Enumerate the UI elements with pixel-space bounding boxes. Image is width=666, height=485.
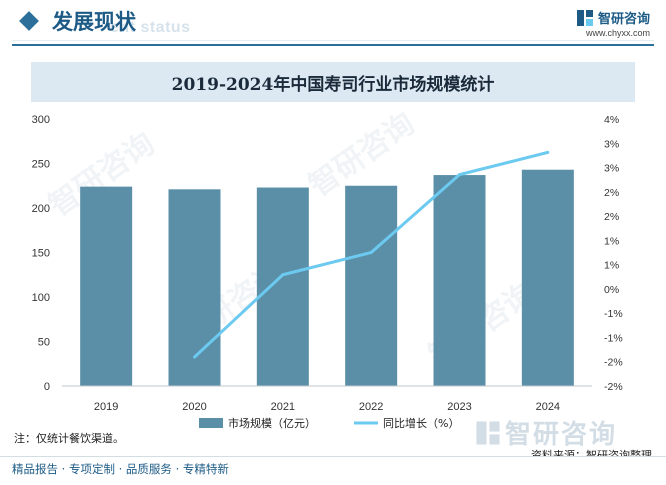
y-right-tick-label: -2% — [604, 357, 623, 369]
growth-point — [281, 273, 285, 277]
legend-label-bar: 市场规模（亿元） — [228, 416, 316, 430]
chart-title: 2019-2024年中国寿司行业市场规模统计 — [171, 75, 495, 95]
y-right-tick-label: 3% — [604, 138, 619, 150]
watermark-brand-name: 智研咨询 — [505, 420, 618, 450]
chart-title-band: 2019-2024年中国寿司行业市场规模统计 — [31, 62, 635, 102]
watermark-brand: 智研咨询 — [475, 414, 617, 451]
section-title: 发展现状 — [52, 9, 136, 34]
y-right-tick-label: -2% — [604, 381, 623, 393]
chart-note: 注：仅统计餐饮渠道。 — [14, 432, 124, 445]
legend-label-line: 同比增长（%） — [383, 416, 459, 430]
bar-2022 — [345, 185, 398, 386]
y-left-tick-label: 50 — [38, 337, 50, 349]
brand-name: 智研咨询 — [597, 12, 650, 27]
bar-2020 — [168, 189, 221, 386]
brand-url: www.chyxx.com — [585, 28, 650, 38]
y-left-tick-label: 300 — [32, 114, 50, 126]
watermark-logo-icon — [476, 420, 500, 445]
bar-2019 — [80, 186, 133, 386]
y-right-tick-label: -1% — [604, 332, 623, 344]
y-right-tick-label: 3% — [604, 163, 619, 175]
growth-point — [546, 150, 550, 154]
header-rule-thin — [12, 40, 654, 41]
x-tick-label: 2020 — [182, 401, 206, 413]
brand-logo-icon — [576, 9, 593, 26]
x-tick-label: 2023 — [447, 401, 471, 413]
footer — [0, 456, 666, 485]
x-tick-label: 2022 — [359, 401, 383, 413]
y-right-tick-label: 0% — [604, 284, 619, 296]
section-title-en: ent status — [110, 19, 191, 36]
y-left-tick-label: 200 — [32, 203, 50, 215]
header-rule — [12, 44, 654, 46]
section-header: ent status 发展现状 智研咨询 www.chyxx.com — [0, 0, 666, 46]
y-right-tick-label: 2% — [604, 187, 619, 199]
y-left-tick-label: 150 — [32, 248, 50, 260]
bar-2023 — [433, 175, 486, 386]
bar-2021 — [256, 187, 309, 386]
brand-logo: 智研咨询 www.chyxx.com — [576, 8, 650, 38]
y-left-tick-label: 0 — [44, 381, 50, 393]
y-right-tick-label: 4% — [604, 114, 619, 126]
growth-point — [193, 355, 196, 359]
y-right-tick-label: 1% — [604, 235, 619, 247]
x-tick-label: 2021 — [271, 401, 295, 413]
y-right-tick-label: 1% — [604, 260, 619, 272]
growth-point — [369, 251, 373, 254]
x-tick-label: 2024 — [536, 401, 560, 413]
y-right-tick-label: -1% — [604, 308, 623, 320]
legend-swatch-bar — [199, 418, 223, 428]
bar-2024 — [521, 169, 574, 386]
footer-rule — [0, 456, 666, 457]
growth-point — [458, 173, 461, 177]
x-tick-label: 2019 — [94, 401, 118, 413]
footer-text: 精品报告 · 专项定制 · 品质服务 · 专精特新 — [12, 462, 229, 476]
y-left-tick-label: 250 — [32, 159, 50, 171]
y-left-tick-label: 100 — [32, 292, 50, 304]
chart: 2019 2020 2021 2022 2023 2024 0 50 100 150 200 250 3… — [32, 114, 623, 430]
y-right-tick-label: 2% — [604, 211, 619, 223]
